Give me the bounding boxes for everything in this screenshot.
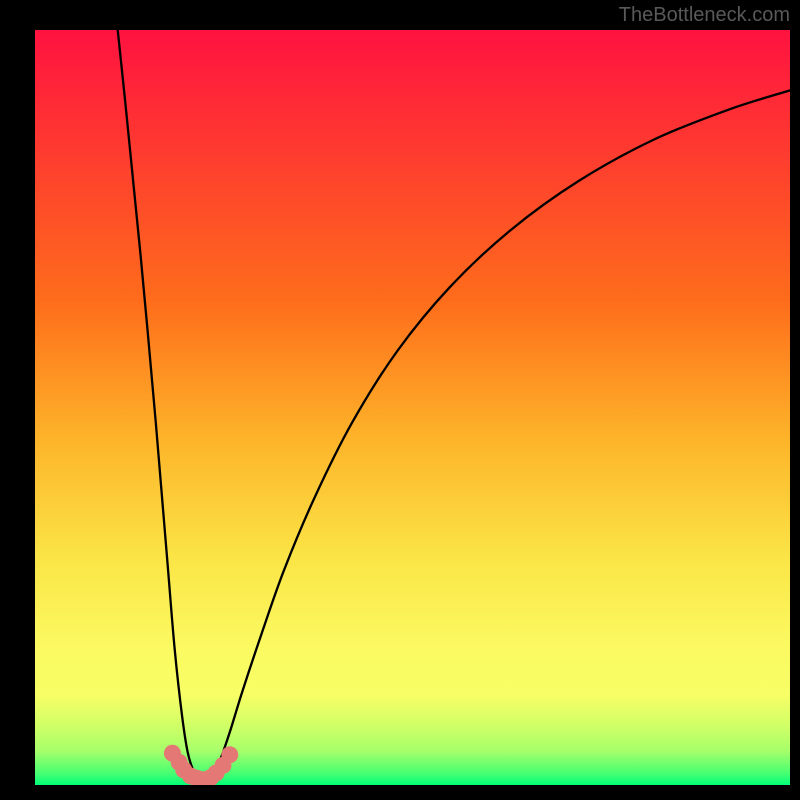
plot-background xyxy=(35,30,790,785)
scatter-point xyxy=(221,746,238,763)
chart-container: TheBottleneck.com xyxy=(0,0,800,800)
chart-svg xyxy=(0,0,800,800)
